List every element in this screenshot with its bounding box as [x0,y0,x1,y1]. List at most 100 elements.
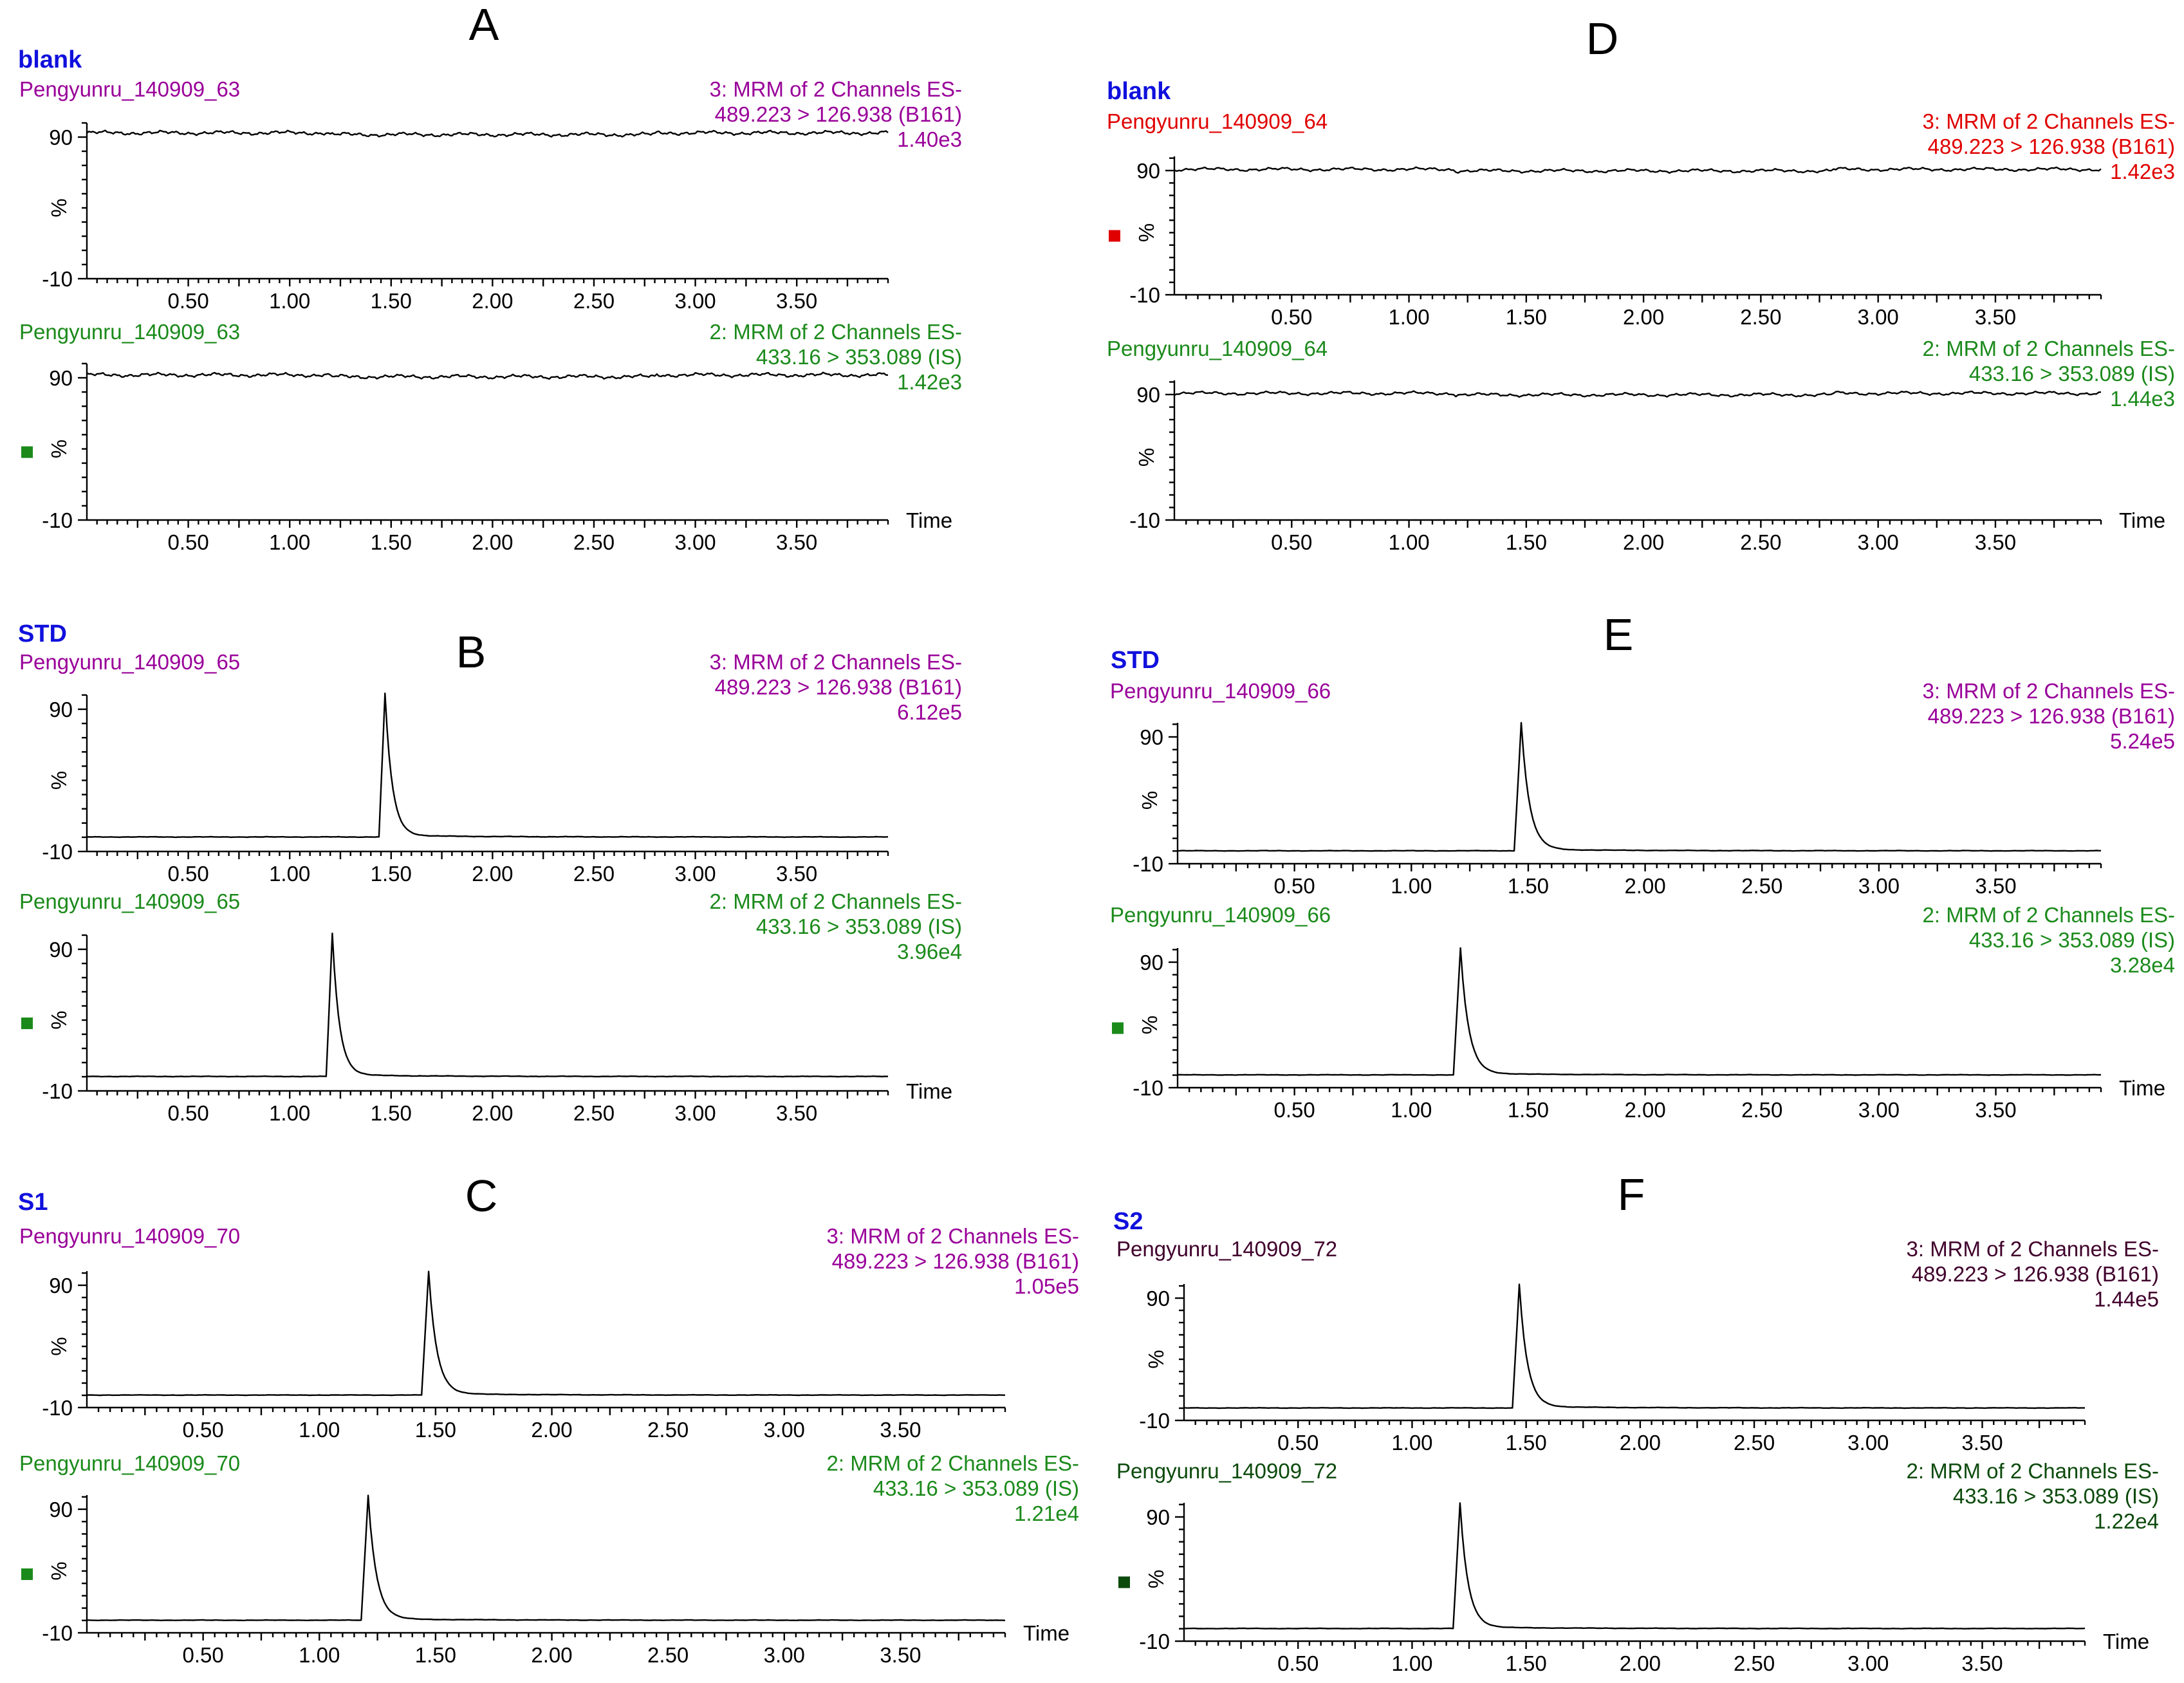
trace-name: Pengyunru_140909_72 [1116,1237,1337,1261]
x-tick-label: 3.50 [1961,1431,2003,1455]
chromatogram-trace [1174,390,2102,398]
x-tick-label: 2.50 [573,289,615,313]
max-intensity-label: 1.42e3 [2110,160,2175,183]
y-tick-label: -10 [1139,1409,1170,1433]
x-tick-label: 1.00 [269,530,310,554]
transition-label: 489.223 > 126.938 (B161) [715,102,962,126]
x-tick-label: 1.00 [269,1101,310,1125]
trace-name: Pengyunru_140909_63 [19,320,240,344]
x-tick-label: 3.00 [1858,530,1899,554]
x-tick-label: 2.00 [531,1418,572,1442]
x-tick-label: 1.50 [1506,530,1547,554]
x-tick-label: 3.00 [1847,1651,1889,1675]
y-axis-label: % [47,1561,71,1580]
x-tick-label: 1.00 [299,1643,340,1667]
trace-name: Pengyunru_140909_72 [1116,1459,1337,1483]
panel-label: A [469,0,499,50]
trace-panel: Pengyunru_140909_64 2: MRM of 2 Channels … [1107,337,2175,554]
x-tick-label: 2.50 [647,1418,689,1442]
max-intensity-label: 1.21e4 [1014,1502,1079,1525]
trace-marker [21,1018,33,1029]
x-tick-label: 1.50 [371,289,412,313]
max-intensity-label: 5.24e5 [2110,729,2175,753]
x-tick-label: 3.00 [764,1418,805,1442]
trace-name: Pengyunru_140909_65 [19,889,240,913]
x-tick-label: 3.50 [880,1643,921,1667]
y-tick-label: -10 [42,1621,73,1645]
x-tick-label: 2.50 [1741,874,1782,898]
x-tick-label: 2.50 [1741,1098,1782,1122]
x-tick-label: 0.50 [167,289,208,313]
trace-marker [1118,1576,1130,1588]
panel-label: D [1586,14,1619,64]
x-tick-label: 3.00 [674,289,716,313]
trace-panel: Pengyunru_140909_65 2: MRM of 2 Channels … [19,889,962,1125]
channel-label: 3: MRM of 2 Channels ES- [1923,679,2176,703]
chromatogram-trace [1183,1283,2085,1409]
x-tick-label: 1.50 [371,862,412,886]
panel-label: F [1618,1169,1645,1220]
x-tick-label: 1.50 [1506,305,1547,329]
x-tick-label: 2.00 [472,289,513,313]
transition-label: 489.223 > 126.938 (B161) [715,675,962,699]
x-tick-label: 2.00 [531,1643,572,1667]
x-tick-label: 1.00 [269,289,310,313]
x-tick-label: 2.50 [573,862,615,886]
y-tick-label: -10 [42,508,73,532]
chromatogram-trace [1174,166,2102,174]
y-tick-label: 90 [1146,1287,1170,1310]
x-tick-label: 2.00 [1620,1651,1661,1675]
y-tick-label: 90 [49,1274,73,1297]
x-axis-label: Time [906,508,952,532]
x-tick-label: 2.50 [573,530,615,554]
chromatogram-trace [86,693,889,839]
x-tick-label: 3.50 [1975,305,2016,329]
channel-label: 3: MRM of 2 Channels ES- [710,77,963,101]
trace-name: Pengyunru_140909_70 [19,1451,240,1475]
max-intensity-label: 1.05e5 [1014,1274,1079,1298]
trace-panel: Pengyunru_140909_72 3: MRM of 2 Channels … [1116,1237,2159,1455]
trace-marker [21,446,33,458]
x-tick-label: 2.50 [573,1101,615,1125]
transition-label: 433.16 > 353.089 (IS) [873,1476,1079,1500]
sample-label: blank [18,46,82,73]
sample-label: blank [1107,78,1171,105]
x-tick-label: 1.50 [371,530,412,554]
x-tick-label: 1.00 [1388,305,1429,329]
x-tick-label: 2.00 [472,862,513,886]
trace-name: Pengyunru_140909_64 [1107,337,1328,360]
trace-panel: Pengyunru_140909_66 2: MRM of 2 Channels … [1110,903,2175,1122]
x-tick-label: 1.00 [1391,1431,1432,1455]
x-tick-label: 1.50 [1506,1651,1547,1675]
channel-label: 3: MRM of 2 Channels ES- [710,650,963,674]
x-tick-label: 1.50 [415,1643,456,1667]
trace-marker [1112,1022,1124,1034]
x-tick-label: 3.00 [1847,1431,1889,1455]
trace-panel: Pengyunru_140909_65 3: MRM of 2 Channels … [19,650,962,886]
transition-label: 433.16 > 353.089 (IS) [1969,928,2175,952]
x-tick-label: 3.00 [674,530,716,554]
y-axis-label: % [1144,1570,1168,1588]
y-tick-label: -10 [42,1396,73,1420]
y-axis-label: % [47,771,71,790]
channel-label: 2: MRM of 2 Channels ES- [1923,903,2176,927]
trace-name: Pengyunru_140909_66 [1110,903,1331,927]
x-tick-label: 3.00 [674,1101,716,1125]
channel-label: 2: MRM of 2 Channels ES- [710,320,963,344]
chromatogram-trace [1178,721,2102,852]
max-intensity-label: 1.44e3 [2110,387,2175,411]
x-axis-label: Time [2119,508,2165,532]
trace-panel: Pengyunru_140909_63 3: MRM of 2 Channels … [19,77,962,313]
y-tick-label: -10 [42,267,73,291]
x-axis-label: Time [906,1079,952,1103]
x-tick-label: 0.50 [1271,530,1312,554]
chromatogram-trace [87,1494,1006,1621]
sample-label: S1 [18,1189,48,1216]
y-axis-label: % [47,198,71,217]
x-tick-label: 2.00 [1624,1098,1665,1122]
x-tick-label: 2.00 [472,530,513,554]
panel-label: B [456,627,486,677]
x-tick-label: 0.50 [183,1643,224,1667]
y-axis-label: % [1138,1016,1161,1034]
y-axis-label: % [47,1337,71,1355]
